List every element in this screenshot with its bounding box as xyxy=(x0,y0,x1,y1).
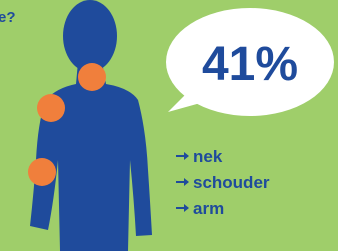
list-item: schouder xyxy=(193,173,270,192)
question-fragment: e? xyxy=(0,9,16,26)
head xyxy=(63,0,117,72)
list-item: arm xyxy=(193,199,224,218)
shoulder-dot xyxy=(37,94,65,122)
infographic: e? 41% nek schouder arm xyxy=(0,0,338,251)
bubble-text: 41% xyxy=(202,38,298,91)
neck-dot xyxy=(78,63,106,91)
speech-bubble: 41% xyxy=(166,8,334,116)
arm-dot xyxy=(28,158,56,186)
list-item: nek xyxy=(193,147,223,166)
page: e? 41% nek schouder arm (() => { const d… xyxy=(0,0,338,251)
